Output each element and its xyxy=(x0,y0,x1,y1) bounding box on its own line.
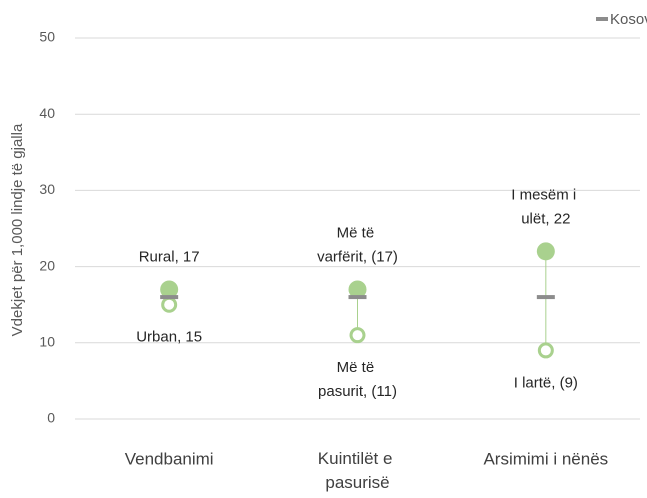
y-axis-label: Vdekjet për 1,000 lindje të gjalla xyxy=(9,123,26,336)
x-tick-label: Arsimimi i nënës xyxy=(483,449,608,468)
legend-label: Kosovë xyxy=(610,11,647,28)
reference-dash xyxy=(536,295,555,300)
dot-high xyxy=(160,280,179,299)
dot-high xyxy=(536,242,555,261)
data-label: Më të varfërit, (17) xyxy=(317,224,398,265)
y-tick-label: 50 xyxy=(39,29,55,45)
dot-low xyxy=(537,342,554,359)
x-tick-label: Vendbanimi xyxy=(125,449,214,468)
y-tick-label: 20 xyxy=(39,257,55,273)
dot-low xyxy=(349,327,366,344)
data-label: Më të pasurit, (11) xyxy=(318,359,397,400)
data-label: Rural, 17 xyxy=(139,248,200,265)
x-tick-label: Kuintilët e pasurisë xyxy=(318,449,397,492)
y-tick-label: 10 xyxy=(39,334,55,350)
legend-swatch xyxy=(596,17,608,21)
reference-dash xyxy=(348,295,367,300)
y-tick-label: 0 xyxy=(47,410,55,426)
data-label: Urban, 15 xyxy=(136,329,202,346)
y-tick-label: 30 xyxy=(39,181,55,197)
dot-high xyxy=(348,280,367,299)
data-label: I lartë, (9) xyxy=(514,374,578,391)
reference-dash xyxy=(160,295,179,300)
y-tick-label: 40 xyxy=(39,105,55,121)
dot-low xyxy=(161,296,178,313)
data-label: I mesëm i ulët, 22 xyxy=(511,186,580,227)
